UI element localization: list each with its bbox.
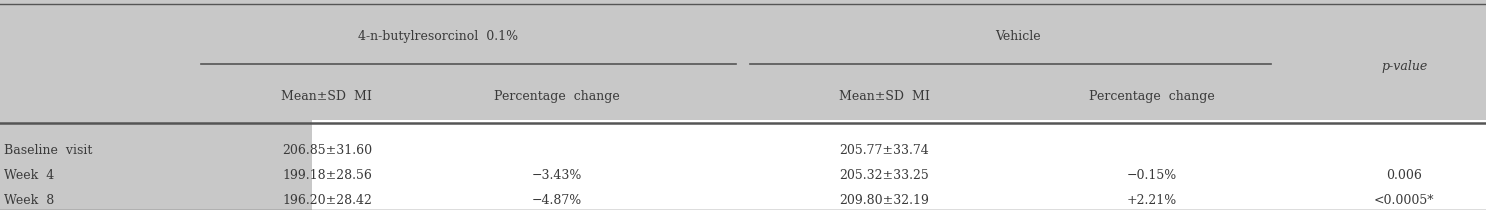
Text: 199.18±28.56: 199.18±28.56 bbox=[282, 169, 372, 182]
Text: 4-n-butylresorcinol  0.1%: 4-n-butylresorcinol 0.1% bbox=[358, 30, 519, 43]
Text: Percentage  change: Percentage change bbox=[495, 90, 620, 103]
Text: Mean±SD  MI: Mean±SD MI bbox=[281, 90, 373, 103]
Text: 206.85±31.60: 206.85±31.60 bbox=[282, 144, 372, 157]
Text: 0.006: 0.006 bbox=[1386, 169, 1422, 182]
Bar bbox=[0, 120, 312, 210]
Text: Percentage  change: Percentage change bbox=[1089, 90, 1214, 103]
Text: 209.80±32.19: 209.80±32.19 bbox=[840, 194, 929, 207]
Text: Week  4: Week 4 bbox=[4, 169, 55, 182]
Text: Week  8: Week 8 bbox=[4, 194, 55, 207]
Text: Mean±SD  MI: Mean±SD MI bbox=[838, 90, 930, 103]
Text: 196.20±28.42: 196.20±28.42 bbox=[282, 194, 372, 207]
Text: p-value: p-value bbox=[1380, 60, 1428, 73]
Text: <0.0005*: <0.0005* bbox=[1375, 194, 1434, 207]
Text: 205.32±33.25: 205.32±33.25 bbox=[840, 169, 929, 182]
Text: −3.43%: −3.43% bbox=[532, 169, 583, 182]
Bar bbox=[312, 120, 1486, 210]
Text: −0.15%: −0.15% bbox=[1126, 169, 1177, 182]
Text: −4.87%: −4.87% bbox=[532, 194, 583, 207]
Bar bbox=[0, 0, 1486, 120]
Text: 205.77±33.74: 205.77±33.74 bbox=[840, 144, 929, 157]
Text: +2.21%: +2.21% bbox=[1126, 194, 1177, 207]
Text: Baseline  visit: Baseline visit bbox=[4, 144, 92, 157]
Text: Vehicle: Vehicle bbox=[996, 30, 1040, 43]
